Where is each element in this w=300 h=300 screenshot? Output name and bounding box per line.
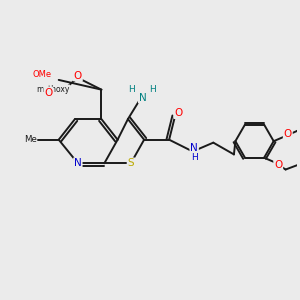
Text: N: N: [74, 158, 82, 168]
Text: O: O: [284, 129, 292, 140]
Text: N: N: [139, 93, 146, 103]
Text: O: O: [44, 88, 52, 98]
Text: OMe: OMe: [33, 70, 52, 80]
Text: S: S: [128, 158, 134, 168]
Text: O: O: [274, 160, 282, 170]
Text: H: H: [149, 85, 155, 94]
Text: N: N: [190, 143, 198, 153]
Text: Me: Me: [24, 135, 37, 144]
Text: O: O: [174, 108, 183, 118]
Text: H: H: [128, 85, 135, 94]
Text: O: O: [74, 70, 82, 80]
Text: H: H: [191, 153, 197, 162]
Text: methoxy: methoxy: [36, 85, 70, 94]
